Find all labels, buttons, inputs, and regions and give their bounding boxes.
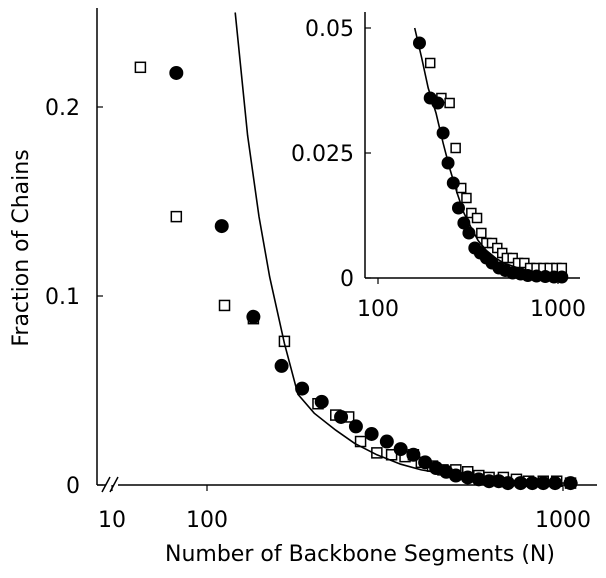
inset-chart: 0 0.025 0.05 100 1000 — [291, 12, 586, 322]
x-axis-title: Number of Backbone Segments (N) — [165, 542, 555, 567]
main-square-point — [218, 299, 231, 312]
main-circle-point — [536, 476, 551, 491]
inset-square-point — [461, 192, 472, 204]
main-circle-point — [460, 470, 475, 485]
main-circle-point — [214, 219, 229, 234]
main-circle-point — [274, 358, 289, 373]
main-circle-point — [364, 426, 379, 441]
main-circle-point — [393, 442, 408, 457]
inset-x-tick-label: 100 — [357, 297, 399, 322]
main-circle-point — [334, 409, 349, 424]
inset-x-tick-label: 1000 — [530, 297, 586, 322]
axis-break-mark — [109, 476, 119, 493]
main-circle-point — [482, 474, 497, 489]
main-circle-point — [548, 476, 563, 491]
inset-circle-point — [441, 156, 455, 170]
x-tick-label: 10 — [98, 508, 126, 533]
main-circle-point — [169, 65, 184, 80]
main-circle-point — [379, 434, 394, 449]
main-circle-point — [500, 476, 515, 491]
axis-break-mark — [101, 476, 111, 493]
inset-square-point — [471, 212, 483, 224]
x-tick-label: 100 — [186, 508, 228, 533]
inset-square-point — [450, 142, 461, 154]
main-circle-point — [295, 381, 310, 396]
main-circle-point — [563, 476, 578, 491]
inset-circle-point — [457, 216, 471, 230]
main-circle-point — [418, 455, 433, 470]
inset-circle-point — [555, 270, 569, 284]
inset-circle-point — [446, 176, 460, 190]
y-axis-title: Fraction of Chains — [9, 149, 34, 346]
main-circle-point — [525, 476, 540, 491]
inset-y-tick-label: 0.025 — [291, 142, 354, 167]
inset-square-point — [444, 97, 455, 109]
main-circle-point — [314, 394, 329, 409]
inset-circle-point — [412, 36, 426, 50]
inset-circle-point — [462, 226, 476, 240]
inset-square-point — [476, 227, 487, 239]
inset-y-tick-label: 0.05 — [305, 17, 354, 42]
main-circle-point — [406, 447, 421, 462]
inset-circle-point — [451, 201, 465, 215]
y-tick-label: 0.1 — [45, 285, 80, 310]
main-circle-point — [246, 309, 261, 324]
y-tick-label: 0.2 — [45, 96, 80, 121]
inset-square-point — [424, 57, 436, 69]
main-circle-point — [348, 419, 363, 434]
main-square-point — [170, 210, 183, 223]
y-tick-label: 0 — [66, 474, 80, 499]
main-circle-point — [513, 476, 528, 491]
inset-circle-point — [431, 96, 445, 110]
inset-y-tick-label: 0 — [340, 267, 354, 292]
inset-circle-point — [436, 126, 450, 140]
main-circle-point — [448, 468, 463, 483]
main-square-point — [134, 61, 147, 74]
x-tick-label: 1000 — [535, 508, 591, 533]
